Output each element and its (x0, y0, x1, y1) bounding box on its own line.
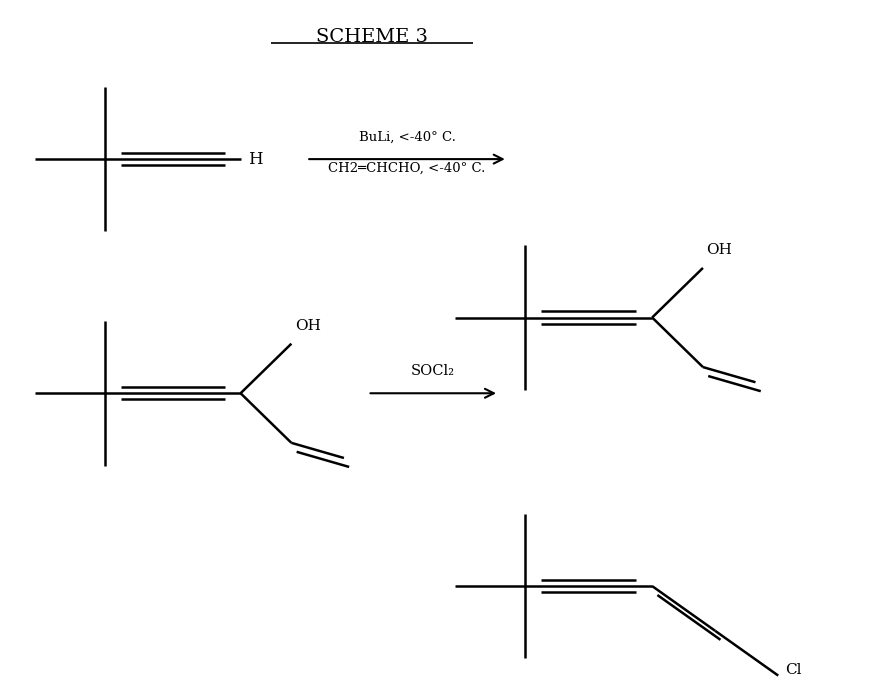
Text: H: H (248, 151, 263, 167)
Text: OH: OH (706, 243, 732, 257)
Text: CH2═CHCHO, <-40° C.: CH2═CHCHO, <-40° C. (328, 162, 485, 175)
Text: OH: OH (295, 319, 321, 332)
Text: BuLi, <-40° C.: BuLi, <-40° C. (359, 131, 455, 144)
Text: SOCl₂: SOCl₂ (411, 364, 455, 378)
Text: SCHEME 3: SCHEME 3 (316, 29, 428, 46)
Text: Cl: Cl (785, 663, 802, 677)
